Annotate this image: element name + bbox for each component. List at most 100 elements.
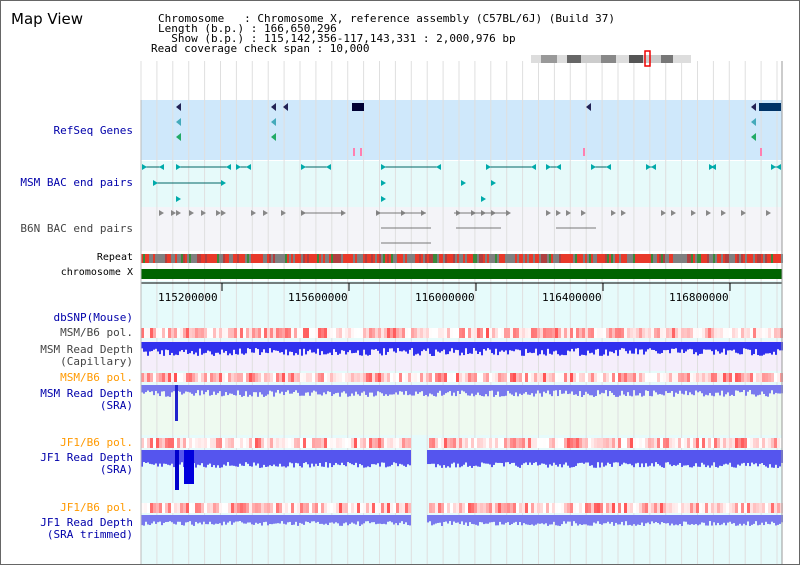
read-depth-bar [169, 385, 171, 397]
read-depth-bar [151, 385, 153, 392]
read-depth-bar [147, 515, 149, 525]
track-label-msm-read-depth-cap[interactable]: MSM Read Depth [40, 343, 133, 356]
repeat-segment [697, 254, 699, 263]
read-depth-bar [425, 342, 427, 351]
pol-heat-cell [396, 438, 399, 448]
gene-feature [360, 148, 362, 156]
repeat-segment [677, 254, 679, 263]
pol-heat-cell [141, 328, 144, 338]
read-depth-bar [223, 450, 225, 465]
read-depth-bar [623, 342, 625, 349]
read-depth-bar [723, 515, 725, 523]
pol-heat-cell [744, 373, 747, 382]
pol-heat-cell [261, 503, 264, 513]
read-depth-bar [601, 385, 603, 393]
read-depth-bar [503, 515, 505, 525]
read-depth-bar [779, 342, 781, 351]
read-depth-bar [241, 450, 243, 466]
read-depth-bar [445, 450, 447, 468]
pol-heat-cell [336, 373, 339, 382]
pol-heat-cell [348, 373, 351, 382]
track-label-jf1-read-depth-trim[interactable]: JF1 Read Depth [40, 516, 133, 529]
track-label-repeat[interactable]: Repeat [96, 252, 133, 263]
track-label-b6n-bac[interactable]: B6N BAC end pairs [20, 222, 133, 235]
read-depth-bar [653, 515, 655, 524]
repeat-segment [655, 254, 657, 263]
pol-heat-cell [468, 373, 471, 382]
repeat-segment [237, 254, 239, 263]
read-depth-bar [203, 450, 205, 467]
repeat-segment [647, 254, 649, 263]
track-label-dbsnp[interactable]: dbSNP(Mouse) [53, 311, 133, 324]
track-label-msm-b6-pol-2[interactable]: MSM/B6 pol. [60, 371, 133, 384]
pol-heat-cell [477, 373, 480, 382]
read-depth-bar [341, 385, 343, 393]
read-depth-bar [375, 515, 377, 525]
read-depth-bar [593, 515, 595, 523]
read-depth-bar [491, 385, 493, 391]
pol-heat-cell [513, 503, 516, 513]
read-depth-bar [205, 515, 207, 525]
read-depth-bar [509, 342, 511, 351]
pol-heat-cell [582, 373, 585, 382]
bac-end [546, 164, 551, 170]
read-depth-bar [341, 515, 343, 526]
track-label-jf1-b6-pol-1[interactable]: JF1/B6 pol. [60, 436, 133, 449]
pol-heat-cell [612, 438, 615, 448]
track-label-msm-read-depth-sra[interactable]: MSM Read Depth [40, 387, 133, 400]
repeat-segment [717, 254, 719, 263]
read-depth-bar [741, 450, 743, 464]
pol-heat-cell [609, 438, 612, 448]
read-depth-bar [163, 450, 165, 464]
read-depth-bar [441, 450, 443, 468]
read-depth-bar [241, 385, 243, 397]
repeat-segment [211, 254, 213, 263]
pol-heat-cell [396, 328, 399, 338]
read-depth-bar [723, 385, 725, 397]
pol-heat-cell [744, 438, 747, 448]
pol-heat-cell [636, 373, 639, 382]
read-depth-bar [443, 385, 445, 395]
pol-heat-cell [762, 328, 765, 338]
pol-heat-cell [153, 438, 156, 448]
pol-heat-cell [222, 438, 225, 448]
read-depth-bar [597, 450, 599, 463]
read-depth-bar [727, 515, 729, 523]
pol-heat-cell [603, 438, 606, 448]
track-label-jf1-read-depth-sra[interactable]: JF1 Read Depth [40, 451, 133, 464]
pol-heat-cell [216, 438, 219, 448]
read-depth-bar [685, 515, 687, 522]
read-depth-bar [173, 515, 175, 524]
pol-heat-cell [630, 373, 633, 382]
read-depth-bar [577, 342, 579, 349]
read-depth-bar [399, 385, 401, 392]
track-label-msm-bac[interactable]: MSM BAC end pairs [20, 176, 133, 189]
pol-heat-cell [180, 503, 183, 513]
pol-heat-cell [366, 328, 369, 338]
read-depth-bar [773, 385, 775, 395]
pol-heat-cell [753, 328, 756, 338]
track-label-msm-b6-pol-1[interactable]: MSM/B6 pol. [60, 326, 133, 339]
pol-heat-cell [738, 373, 741, 382]
pol-heat-cell [642, 438, 645, 448]
pol-heat-cell [591, 373, 594, 382]
repeat-segment [307, 254, 309, 263]
read-depth-bar [295, 342, 297, 354]
read-depth-bar [477, 450, 479, 467]
read-depth-bar [549, 515, 551, 525]
pol-heat-cell [321, 503, 324, 513]
repeat-segment [365, 254, 367, 263]
read-depth-bar [237, 385, 239, 391]
track-label-jf1-b6-pol-2[interactable]: JF1/B6 pol. [60, 501, 133, 514]
repeat-segment [321, 254, 323, 263]
pol-heat-cell [366, 373, 369, 382]
track-label-refseq-genes[interactable]: RefSeq Genes [53, 124, 133, 137]
read-depth-bar [531, 342, 533, 354]
read-depth-bar [613, 515, 615, 526]
pol-heat-cell [693, 328, 696, 338]
pol-heat-cell [327, 438, 330, 448]
pol-heat-cell [558, 503, 561, 513]
read-depth-bar [381, 515, 383, 525]
read-depth-bar [681, 515, 683, 526]
